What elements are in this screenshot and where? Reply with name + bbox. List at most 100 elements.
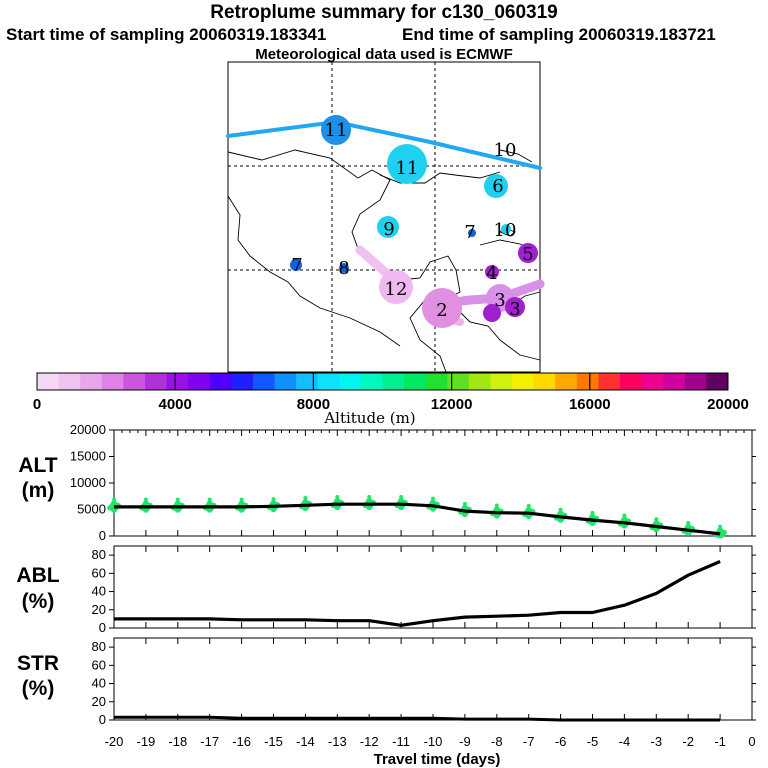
alt-ytick-label: 0 xyxy=(99,528,106,543)
alt-label: ALT xyxy=(18,454,57,477)
x-tick-label: -17 xyxy=(200,734,219,749)
timeseries-panels: 0 5000 10000 15000 20000 ALT(m) 0 20 40 60 80 ABL (%… xyxy=(16,422,756,727)
map-plume-label: 5 xyxy=(522,244,533,265)
colorbar-swatch xyxy=(641,373,664,390)
chart-title: Retroplume summary for c130_060319 xyxy=(210,2,558,23)
colorbar-swatch xyxy=(425,373,448,390)
colorbar-swatch xyxy=(188,373,211,390)
abl-ytick-label: 0 xyxy=(99,620,106,635)
x-tick-label: -19 xyxy=(137,734,156,749)
x-tick-label: -8 xyxy=(491,734,503,749)
colorbar-swatch xyxy=(576,373,599,390)
str-ytick-label: 40 xyxy=(92,676,106,691)
colorbar-swatch xyxy=(620,373,643,390)
colorbar-swatch xyxy=(274,373,297,390)
colorbar-swatch xyxy=(80,373,103,390)
map-plume-label: 3 xyxy=(509,299,520,320)
colorbar-swatch xyxy=(58,373,81,390)
colorbar-tick-label: 4000 xyxy=(159,396,192,413)
colorbar-swatch xyxy=(166,373,189,390)
str-frame xyxy=(113,637,753,721)
x-tick-label: -3 xyxy=(651,734,663,749)
alt-frame xyxy=(113,429,753,537)
alt-particle-dot xyxy=(718,524,723,529)
str-ytick-label: 60 xyxy=(92,657,106,672)
alt-particle-dot xyxy=(558,507,563,512)
map-plume-label: 6 xyxy=(492,176,503,197)
x-tick-label: 0 xyxy=(748,734,755,749)
colorbar-swatch xyxy=(144,373,168,390)
colorbar-swatch xyxy=(123,373,146,390)
alt-particle-dot xyxy=(654,517,659,521)
colorbar-swatch xyxy=(317,373,340,390)
alt-particle-dot xyxy=(494,503,499,508)
alt-particle-dot xyxy=(335,495,340,499)
colorbar-swatch xyxy=(555,373,578,390)
panel-abl: 0 20 40 60 80 ABL (%) xyxy=(16,545,756,635)
colorbar-tick-label: 16000 xyxy=(569,396,611,413)
x-tick-label: -15 xyxy=(264,734,283,749)
alt-particle-dot xyxy=(720,529,727,535)
x-tick-label: -16 xyxy=(232,734,251,749)
alt-ytick-label: 15000 xyxy=(70,449,106,464)
met-data-label: Meteorological data used is ECMWF xyxy=(255,46,513,63)
map-plume-label: 9 xyxy=(383,219,394,240)
alt-particle-dot xyxy=(590,510,595,515)
colorbar-swatch xyxy=(339,373,362,390)
plume-blobs xyxy=(290,115,538,328)
colorbar-tick-label: 20000 xyxy=(707,396,749,413)
x-tick-label: -2 xyxy=(682,734,694,749)
str-series-line xyxy=(114,715,721,722)
x-tick-label: -11 xyxy=(392,734,410,749)
colorbar-swatch xyxy=(468,373,491,390)
alt-particle-dot xyxy=(175,497,180,502)
start-time-label: Start time of sampling 20060319.183341 xyxy=(6,25,327,44)
x-tick-label: -6 xyxy=(555,734,567,749)
map-plume-label: 11 xyxy=(396,158,419,179)
colorbar-tick-label: 0 xyxy=(33,396,41,413)
map-plume-label: 2 xyxy=(436,300,447,321)
colorbar-swatch xyxy=(404,373,427,390)
alt-particle-dot xyxy=(107,505,114,511)
map-plume-label: 8 xyxy=(338,258,349,279)
colorbar-swatch xyxy=(598,373,621,390)
colorbar-swatch xyxy=(209,373,232,390)
str-ytick-label: 80 xyxy=(92,639,106,654)
alt-particle-dot xyxy=(303,496,308,500)
x-tick-label: -10 xyxy=(424,734,443,749)
colorbar-swatch xyxy=(101,373,124,390)
colorbar: 0 4000 8000 12000 16000 20000 Altitude (m) xyxy=(33,372,749,427)
abl-series-line xyxy=(114,560,721,627)
alt-particle-dot xyxy=(622,513,627,518)
alt-particle-dot xyxy=(112,497,116,502)
str-unit-label: (%) xyxy=(22,677,55,700)
colorbar-swatch xyxy=(37,373,60,390)
colorbar-swatch xyxy=(360,373,383,390)
colorbar-swatch xyxy=(512,373,535,390)
colorbar-swatch xyxy=(684,373,707,390)
alt-ytick-label: 20000 xyxy=(70,422,106,437)
x-axis-label: Travel time (days) xyxy=(374,751,501,768)
alt-particle-dot xyxy=(431,496,435,501)
panel-alt: 0 5000 10000 15000 20000 ALT(m) xyxy=(18,422,756,543)
map-plume-label: 7 xyxy=(291,255,302,276)
colorbar-swatch xyxy=(296,373,319,390)
end-time-label: End time of sampling 20060319.183721 xyxy=(402,25,716,44)
colorbar-swatch xyxy=(490,373,513,390)
alt-unit-label: (m) xyxy=(22,479,55,502)
alt-particle-dot xyxy=(143,497,148,502)
alt-particle-dot xyxy=(271,497,276,501)
x-tick-label: -7 xyxy=(523,734,535,749)
colorbar-swatch xyxy=(663,373,686,390)
panel-str: 0 20 40 60 80 STR(%) xyxy=(17,637,756,727)
x-tick-label: -20 xyxy=(105,734,124,749)
x-tick-label: -18 xyxy=(168,734,187,749)
x-tick-label: -1 xyxy=(714,734,726,749)
alt-particle-dot xyxy=(686,521,691,525)
colorbar-swatch xyxy=(231,373,254,390)
x-tick-label: -13 xyxy=(328,734,347,749)
map-plume-label: 7 xyxy=(464,222,475,243)
